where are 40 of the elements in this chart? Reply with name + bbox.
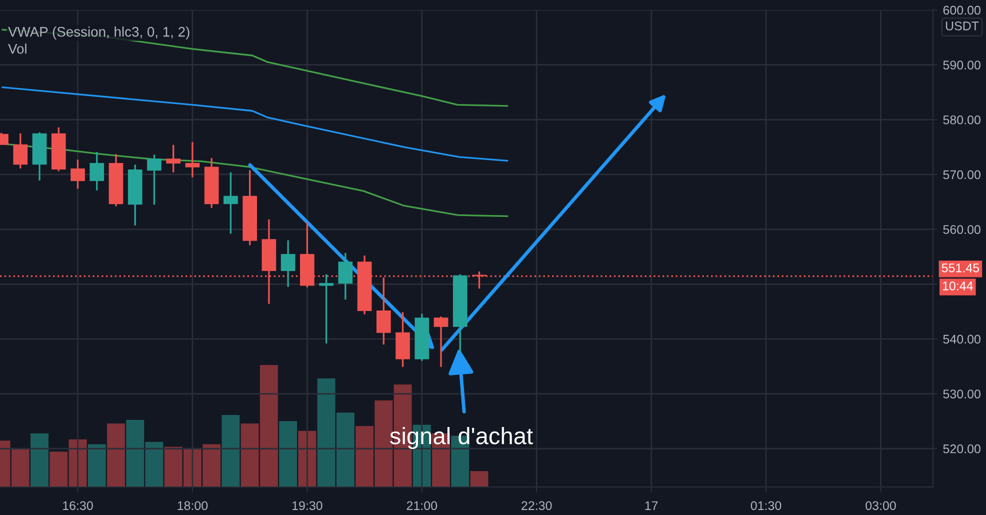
candlestick bbox=[434, 316, 448, 368]
annotation: signal d'achat bbox=[390, 427, 533, 450]
candlestick bbox=[338, 252, 353, 300]
y-tick-label: 570.00 bbox=[943, 170, 980, 180]
x-tick-label: 17 bbox=[645, 501, 658, 510]
x-tick-label: 03:00 bbox=[866, 501, 896, 510]
candlestick bbox=[280, 239, 296, 288]
x-tick-label: 19:30 bbox=[292, 501, 322, 510]
y-tick-label: 520.00 bbox=[943, 444, 980, 454]
x-tick-label: 21:00 bbox=[406, 501, 438, 510]
bar bbox=[107, 424, 125, 487]
x-tick-label: 18:00 bbox=[178, 501, 208, 510]
candlestick bbox=[376, 276, 391, 346]
bar bbox=[222, 415, 240, 487]
bar bbox=[279, 421, 298, 487]
candlestick bbox=[147, 154, 162, 206]
y-tick-label: 530.00 bbox=[943, 390, 980, 398]
y-tick-label: 590.00 bbox=[943, 60, 980, 70]
text: USDT bbox=[946, 22, 979, 30]
y-tick-label: 580.00 bbox=[943, 115, 980, 124]
bar bbox=[88, 444, 106, 487]
annotation: Vol bbox=[8, 44, 26, 54]
candlestick bbox=[224, 171, 238, 235]
candlestick bbox=[90, 151, 104, 192]
candlestick bbox=[70, 158, 85, 190]
y-tick-label: 600.00 bbox=[943, 6, 980, 15]
candlestick bbox=[319, 273, 334, 344]
text: 10:44 bbox=[942, 282, 973, 290]
y-tick-label: 560.00 bbox=[943, 225, 980, 234]
candlestick bbox=[166, 144, 181, 174]
candlestick bbox=[185, 141, 200, 178]
x-tick-label: 01:30 bbox=[750, 501, 782, 510]
x-tick-label: 16:30 bbox=[63, 501, 93, 510]
x-tick-label: 22:30 bbox=[522, 501, 552, 510]
bar bbox=[30, 433, 48, 487]
annotation: VWAP (Session, hlc3, 0, 1, 2) bbox=[8, 26, 190, 40]
ref-line-label: 551.45 bbox=[942, 264, 980, 272]
candlestick bbox=[13, 132, 28, 170]
y-tick-label: 540.00 bbox=[943, 334, 980, 344]
bar bbox=[470, 471, 488, 487]
